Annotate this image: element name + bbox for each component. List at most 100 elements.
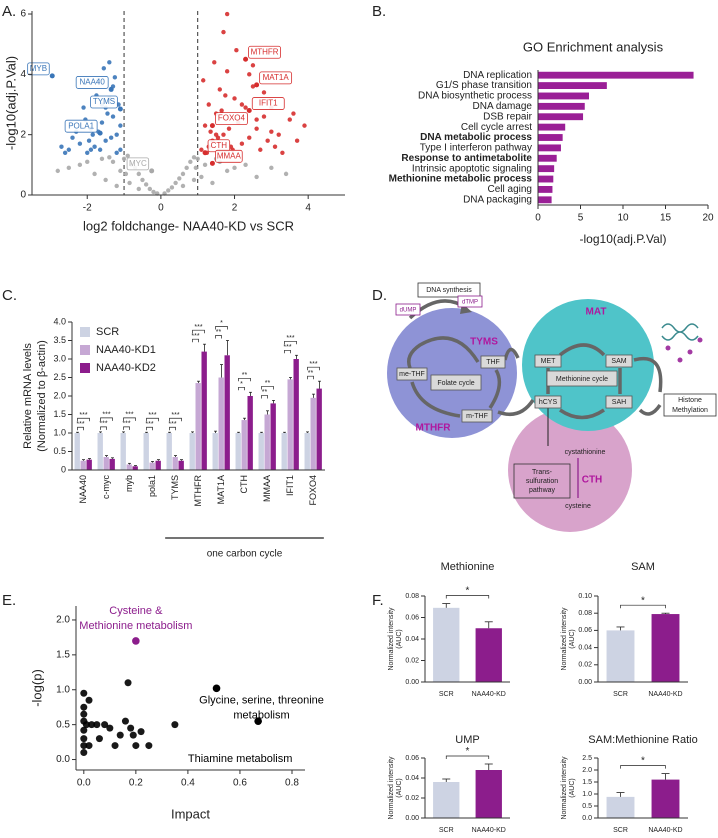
significance-bracket (100, 426, 107, 430)
point (250, 84, 256, 89)
significance-bracket (77, 426, 84, 431)
y-tick-label: 0.04 (578, 644, 592, 651)
point (107, 60, 112, 65)
significance-bracket (445, 755, 490, 759)
node-box (546, 370, 618, 387)
point (287, 117, 292, 122)
point (239, 102, 245, 107)
y-tick-label: 0.06 (405, 755, 419, 762)
point (124, 679, 132, 687)
bar (270, 403, 276, 470)
enzyme-label: MAT (586, 307, 607, 318)
gene-label-box (215, 112, 248, 126)
point (114, 150, 119, 155)
x-tick-label: 5 (578, 213, 584, 224)
bar (475, 770, 502, 818)
legend-swatch (80, 327, 90, 337)
significance-label: *** (283, 344, 291, 351)
bar (606, 796, 635, 818)
point (85, 159, 90, 165)
annotated-point (209, 123, 215, 129)
node-box (480, 355, 506, 369)
point (254, 174, 259, 180)
legend-label: NAA40-KD2 (96, 362, 156, 374)
bar (538, 165, 555, 173)
bar (247, 396, 253, 470)
category-label: Cell cycle arrest (461, 122, 532, 133)
point (92, 144, 97, 149)
x-tick-label: SCR (439, 827, 454, 834)
y-tick-label: 0.0 (56, 754, 70, 765)
significance-bracket (123, 417, 136, 421)
y-tick-label: 0.08 (405, 593, 419, 600)
gene-label: NAA40 (79, 78, 105, 87)
arrow (638, 403, 662, 416)
node-box (534, 354, 562, 368)
node-label: THF (486, 359, 500, 366)
arrow (488, 369, 502, 409)
bar (97, 433, 103, 470)
point (199, 147, 204, 152)
category-label: DSB repair (483, 111, 533, 122)
y-axis-label: -log(p) (29, 669, 44, 707)
point (191, 155, 197, 160)
significance-label: ** (242, 372, 248, 379)
node-label: DNA synthesis (426, 287, 472, 294)
methyl-dot (677, 357, 683, 363)
bar (86, 459, 92, 470)
point (93, 721, 101, 729)
point (177, 176, 182, 181)
gene-label-box (90, 95, 118, 109)
y-tick-label: 2.5 (582, 755, 592, 762)
annotated-point (132, 637, 140, 645)
node-label: dTMP (462, 300, 478, 306)
x-tick-label: MAT1A (216, 475, 226, 504)
bar (103, 457, 109, 470)
x-tick-label: SCR (439, 691, 454, 698)
point (193, 165, 199, 171)
bar (538, 123, 566, 131)
point (226, 126, 232, 131)
x-tick-label: NAA40-KD (648, 691, 682, 698)
point (276, 132, 281, 137)
point (202, 162, 208, 168)
point (103, 138, 108, 143)
significance-bracket (123, 426, 130, 430)
y-tick-label: 2.5 (53, 372, 66, 382)
y-axis-label: Normalized intensity (388, 756, 395, 820)
point (243, 162, 248, 168)
x-tick-label: MTHFR (193, 475, 203, 507)
y-tick-label: 0.04 (405, 775, 419, 782)
y-axis-label: (AUC) (569, 778, 576, 797)
point (103, 177, 108, 183)
gene-label: MYB (30, 64, 47, 73)
annotated-point (108, 86, 114, 92)
point (114, 132, 119, 137)
y-tick-label: 2 (20, 129, 26, 140)
chart-title: GO Enrichment analysis (523, 39, 664, 54)
point (294, 138, 300, 143)
node-box (513, 463, 571, 499)
x-tick-label: 0.6 (233, 778, 247, 789)
y-tick-label: 4 (20, 69, 26, 80)
point (101, 721, 109, 729)
bar (538, 154, 557, 162)
x-tick-label: NAA40 (78, 475, 88, 504)
point (302, 123, 307, 128)
bar (189, 433, 195, 470)
point (180, 183, 186, 189)
significance-bracket (307, 366, 320, 371)
enzyme-label: TYMS (470, 337, 498, 348)
node-label: dUMP (400, 308, 417, 314)
point (66, 147, 72, 152)
y-tick-label: 1.0 (582, 791, 592, 798)
bar (651, 614, 680, 682)
y-tick-label: 0.5 (56, 719, 70, 730)
node-label: SAH (612, 399, 626, 406)
chart-title: Methionine (441, 561, 495, 573)
node-box (457, 295, 483, 308)
point (123, 171, 129, 177)
gene-label: MMAA (217, 151, 242, 160)
bar (212, 433, 218, 470)
point (202, 123, 208, 128)
